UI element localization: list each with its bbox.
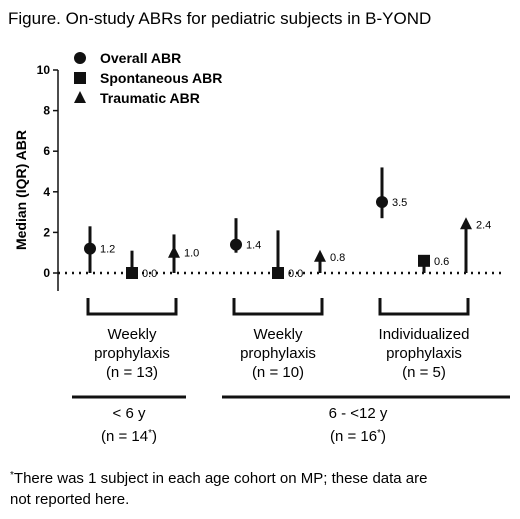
data-label-traumatic-abr: 0.8 <box>330 252 345 264</box>
group-label-line: prophylaxis <box>386 345 462 362</box>
footnote-line2: not reported here. <box>10 491 129 508</box>
legend-label: Overall ABR <box>100 50 181 66</box>
legend-marker-circle <box>74 52 86 64</box>
cohort-n-text: (n = 16 <box>330 428 377 445</box>
cohort-n-superscript: * <box>377 428 381 439</box>
y-tick-label: 8 <box>43 104 50 118</box>
point-traumatic-abr <box>168 245 180 258</box>
group-label-line: (n = 10) <box>252 364 304 381</box>
cohort-label: < 6 y <box>113 405 146 422</box>
y-tick-label: 6 <box>43 144 50 158</box>
group-labels: Weekly prophylaxis (n = 13) Weekly prophylax… <box>86 298 470 381</box>
y-axis-label: Median (IQR) ABR <box>13 130 29 250</box>
group-label-line: (n = 13) <box>106 364 158 381</box>
cohort-label: 6 - <12 y <box>329 405 388 422</box>
y-axis: 0 2 4 6 8 10 <box>37 63 505 291</box>
cohort-n-superscript: * <box>148 428 152 439</box>
data-label-overall-abr: 1.2 <box>100 244 115 256</box>
point-spontaneous-abr <box>126 267 138 279</box>
cohort-n: (n = 14*) <box>101 428 157 446</box>
cohort-n: (n = 16*) <box>330 428 386 446</box>
legend-label: Traumatic ABR <box>100 90 200 106</box>
data-label-overall-abr: 3.5 <box>392 197 407 209</box>
data-marks: 1.2 0.0 1.0 1.4 0.0 0.8 3.5 0.6 2.4 <box>84 167 491 280</box>
point-overall-abr <box>230 238 242 251</box>
legend: Overall ABR Spontaneous ABR Traumatic ABR <box>74 50 222 106</box>
data-label-traumatic-abr: 2.4 <box>476 219 491 231</box>
cohort-n-close: ) <box>152 428 157 445</box>
group-label-line: Individualized <box>379 326 470 343</box>
cohort-n-close: ) <box>381 428 386 445</box>
chart-title: Figure. On-study ABRs for pediatric subj… <box>8 9 431 28</box>
age-cohorts: < 6 y(n = 14*)6 - <12 y(n = 16*) <box>72 395 510 446</box>
group-label-line: (n = 5) <box>402 364 446 381</box>
point-overall-abr <box>84 242 96 255</box>
y-tick-label: 4 <box>43 185 50 199</box>
point-traumatic-abr <box>460 217 472 230</box>
y-tick-label: 2 <box>43 225 50 239</box>
legend-label: Spontaneous ABR <box>100 70 222 86</box>
point-overall-abr <box>376 195 388 208</box>
point-spontaneous-abr <box>418 254 430 267</box>
data-label-spontaneous-abr: 0.0 <box>288 268 303 280</box>
footnote-line1: There was 1 subject in each age cohort o… <box>14 470 428 487</box>
group-label-line: prophylaxis <box>240 345 316 362</box>
point-spontaneous-abr <box>272 267 284 279</box>
group-bracket <box>86 298 178 316</box>
point-traumatic-abr <box>314 249 326 262</box>
data-label-traumatic-abr: 1.0 <box>184 248 199 260</box>
group-label-line: Weekly <box>108 326 157 343</box>
group-bracket <box>232 298 324 316</box>
cohort-n-text: (n = 14 <box>101 428 148 445</box>
data-label-overall-abr: 1.4 <box>246 240 261 252</box>
svg-text:*There was 1 subject in each a: *There was 1 subject in each age cohort … <box>10 470 427 488</box>
group-label-line: prophylaxis <box>94 345 170 362</box>
group-label-line: Weekly <box>254 326 303 343</box>
y-tick-label: 0 <box>43 266 50 280</box>
group-bracket <box>378 298 470 316</box>
y-tick-label: 10 <box>37 63 51 77</box>
legend-marker-square <box>74 72 86 84</box>
footnote: *There was 1 subject in each age cohort … <box>10 470 427 509</box>
footnote-mark: * <box>10 470 14 481</box>
data-label-spontaneous-abr: 0.0 <box>142 268 157 280</box>
data-label-spontaneous-abr: 0.6 <box>434 256 449 268</box>
legend-marker-triangle <box>74 91 86 103</box>
